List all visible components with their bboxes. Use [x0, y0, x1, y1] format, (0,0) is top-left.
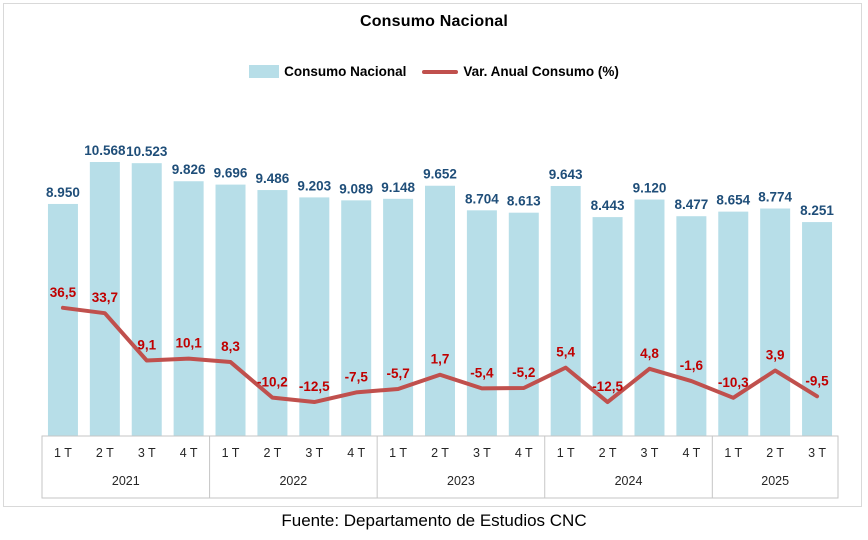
bar [634, 199, 665, 436]
bar-value-label: 9.826 [172, 162, 206, 177]
line-value-label: 10,1 [175, 336, 202, 351]
line-value-label: -10,2 [257, 375, 288, 390]
line-value-label: 5,4 [556, 345, 575, 360]
quarter-label: 2 T [263, 446, 281, 460]
quarter-label: 3 T [808, 446, 826, 460]
bar-value-label: 8.443 [591, 198, 625, 213]
bar [299, 197, 330, 436]
bar [425, 185, 455, 436]
legend-label-variacion: Var. Anual Consumo (%) [463, 64, 619, 79]
bar-value-label: 8.477 [674, 197, 708, 212]
bar [173, 181, 204, 436]
bar [466, 210, 497, 436]
bar [760, 208, 791, 436]
bar-value-label: 9.652 [423, 167, 457, 182]
chart-title: Consumo Nacional [359, 13, 509, 30]
quarter-label: 2 T [599, 446, 617, 460]
bar-value-label: 10.523 [126, 144, 168, 159]
line-value-label: -12,5 [592, 379, 623, 394]
bar-value-label: 9.203 [297, 178, 331, 193]
bar [550, 185, 581, 436]
quarter-label: 1 T [54, 446, 72, 460]
quarter-label: 4 T [515, 446, 533, 460]
line-value-label: -5,7 [386, 366, 409, 381]
line-value-label: 4,8 [640, 346, 659, 361]
line-value-label: 1,7 [431, 352, 450, 367]
bar-value-label: 9.643 [549, 167, 583, 182]
line-value-label: -12,5 [299, 379, 330, 394]
bar [718, 211, 749, 436]
source-caption: Fuente: Departamento de Estudios CNC [281, 511, 587, 530]
line-value-label: -5,4 [470, 365, 494, 380]
bar [131, 163, 162, 436]
quarter-label: 3 T [473, 446, 491, 460]
bar-value-label: 8.774 [758, 190, 792, 205]
bar-value-label: 8.704 [465, 191, 499, 206]
bar [215, 184, 246, 436]
line-value-label: -5,2 [512, 365, 535, 380]
quarter-label: 3 T [305, 446, 323, 460]
line-series-swatch-icon [422, 69, 459, 74]
quarter-label: 1 T [389, 446, 407, 460]
bar [89, 162, 120, 436]
bar [383, 198, 414, 436]
quarter-label: 3 T [641, 446, 659, 460]
bar [802, 222, 833, 436]
bar-value-label: 9.696 [214, 166, 248, 181]
bar-value-label: 9.148 [381, 180, 415, 195]
line-value-label: 9,1 [137, 338, 156, 353]
quarter-label: 4 T [682, 446, 700, 460]
quarter-label: 2 T [766, 446, 784, 460]
quarter-label: 1 T [557, 446, 575, 460]
line-value-label: -9,5 [805, 373, 829, 388]
legend-item-variacion: Var. Anual Consumo (%) [422, 64, 619, 79]
quarter-label: 1 T [222, 446, 240, 460]
quarter-label: 3 T [138, 446, 156, 460]
bar [508, 212, 539, 436]
legend: Consumo Nacional Var. Anual Consumo (%) [0, 64, 868, 79]
year-label: 2022 [279, 474, 307, 488]
year-label: 2023 [447, 474, 475, 488]
quarter-label: 2 T [96, 446, 114, 460]
quarter-label: 4 T [180, 446, 198, 460]
bar-value-label: 9.486 [256, 171, 290, 186]
year-label: 2025 [761, 474, 789, 488]
x-axis-box [41, 435, 839, 499]
bar-value-label: 9.120 [633, 181, 667, 196]
legend-item-consumo: Consumo Nacional [249, 64, 406, 79]
bar-value-label: 8.251 [800, 203, 834, 218]
quarter-label: 1 T [724, 446, 742, 460]
quarter-label: 2 T [431, 446, 449, 460]
bar-value-label: 8.950 [46, 185, 80, 200]
bar-value-label: 9.089 [339, 181, 373, 196]
line-value-label: -7,5 [345, 369, 369, 384]
bar-value-label: 10.568 [84, 143, 126, 158]
quarter-label: 4 T [347, 446, 365, 460]
line-value-label: 3,9 [766, 348, 785, 363]
line-value-label: 36,5 [50, 285, 77, 300]
line-value-label: 33,7 [92, 290, 118, 305]
bar [341, 200, 372, 436]
bar-value-label: 8.654 [716, 193, 750, 208]
line-value-label: -10,3 [718, 375, 749, 390]
line-value-label: -1,6 [680, 358, 704, 373]
line-value-label: 8,3 [221, 339, 240, 354]
variation-line [60, 305, 820, 405]
bar-value-label: 8.613 [507, 194, 541, 209]
year-label: 2021 [112, 474, 140, 488]
bar [47, 203, 78, 436]
bar-series-swatch-icon [249, 65, 280, 78]
year-label: 2024 [615, 474, 643, 488]
legend-label-consumo: Consumo Nacional [284, 64, 407, 79]
bar [676, 216, 707, 436]
